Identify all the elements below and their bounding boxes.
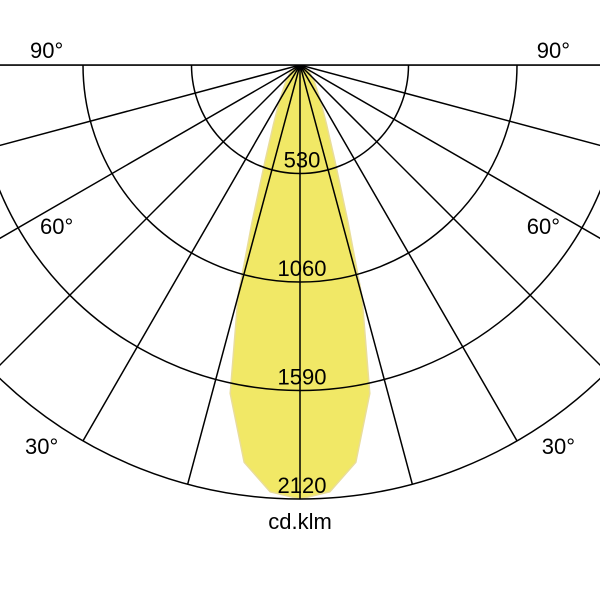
ring-label-1590: 1590 (278, 365, 327, 390)
angle-label-left-90: 90° (30, 38, 63, 63)
ring-label-2120: 2120 (278, 473, 327, 498)
angle-label-left-30: 30° (25, 434, 58, 459)
angle-label-right-30: 30° (542, 434, 575, 459)
unit-label: cd.klm (268, 509, 332, 534)
angle-label-left-60: 60° (40, 214, 73, 239)
polar-photometric-chart: 30° 30° 60° 60° 90° 90° 530 1060 1590 2120 cd.klm (0, 0, 600, 600)
ring-label-1060: 1060 (278, 256, 327, 281)
grid-radial (300, 65, 600, 177)
ring-label-530: 530 (284, 148, 321, 173)
angle-label-right-60: 60° (527, 214, 560, 239)
angle-label-right-90: 90° (537, 38, 570, 63)
grid-radial (0, 65, 300, 177)
